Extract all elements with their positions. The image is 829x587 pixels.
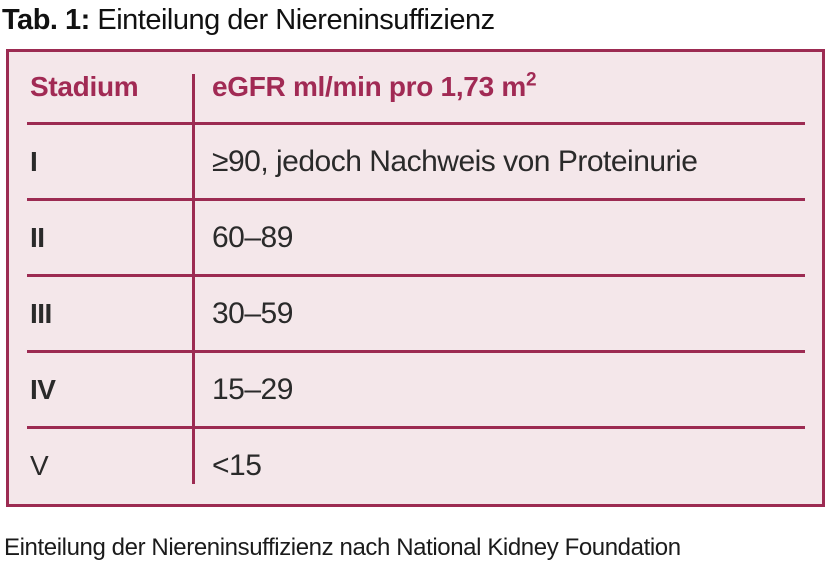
stadium-cell: III <box>30 297 52 329</box>
column-separator-line <box>192 74 195 484</box>
row-divider <box>27 426 805 429</box>
table-row-stage-1: I ≥90, jedoch Nachweis von Proteinurie <box>9 125 822 198</box>
egfr-cell: 15–29 <box>212 372 293 406</box>
header-cell-egfr: eGFR ml/min pro 1,73 m2 <box>192 71 822 103</box>
row-divider <box>27 198 805 201</box>
egfr-cell: 60–89 <box>212 220 293 254</box>
stadium-cell: IV <box>30 373 56 405</box>
table-source-caption: Einteilung der Niereninsuffizienz nach N… <box>4 534 681 561</box>
row-divider <box>27 122 805 125</box>
header-cell-stadium: Stadium <box>30 71 139 102</box>
row-divider <box>27 350 805 353</box>
table-header-row: Stadium eGFR ml/min pro 1,73 m2 <box>9 52 822 122</box>
page-title: Tab. 1: Einteilung der Niereninsuffizien… <box>2 2 829 38</box>
table-row-stage-4: IV 15–29 <box>9 353 822 426</box>
table-row-stage-5: V <15 <box>9 429 822 502</box>
table-title-text: Einteilung der Niereninsuffizienz <box>89 4 495 36</box>
table-number-label: Tab. 1: <box>2 4 90 36</box>
row-divider <box>27 274 805 277</box>
stadium-cell: I <box>30 145 38 177</box>
egfr-cell: ≥90, jedoch Nachweis von Proteinurie <box>212 144 698 178</box>
header-egfr-superscript: 2 <box>525 69 537 91</box>
egfr-cell: 30–59 <box>212 296 293 330</box>
kidney-stage-table: Stadium eGFR ml/min pro 1,73 m2 I ≥90, j… <box>6 49 825 507</box>
egfr-cell: <15 <box>212 448 262 482</box>
stadium-cell: II <box>30 221 45 253</box>
table-row-stage-2: II 60–89 <box>9 201 822 274</box>
stadium-cell: V <box>30 449 49 481</box>
header-egfr-text: eGFR ml/min pro 1,73 m <box>212 71 526 102</box>
table-row-stage-3: III 30–59 <box>9 277 822 350</box>
